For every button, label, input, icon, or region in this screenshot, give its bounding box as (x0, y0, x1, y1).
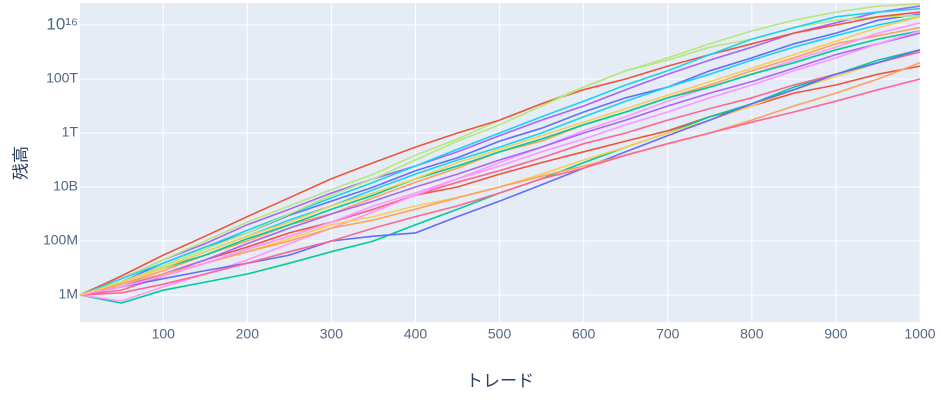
series-line (79, 7, 921, 296)
series-line (79, 61, 921, 296)
x-tick-label: 700 (656, 326, 680, 342)
x-tick-label: 400 (404, 326, 428, 342)
series-line (79, 11, 921, 296)
series-line (79, 65, 921, 296)
x-axis-title: トレード (466, 371, 534, 390)
x-tick-label: 100 (152, 326, 176, 342)
series-line (79, 16, 921, 296)
series-line (79, 3, 921, 296)
y-tick-label: 10B (53, 178, 78, 194)
series-line (79, 13, 921, 296)
x-tick-label: 300 (320, 326, 344, 342)
series-line (79, 30, 921, 296)
series-line (79, 5, 921, 296)
series-line (79, 78, 921, 296)
series-line (79, 30, 921, 296)
x-tick-label: 900 (824, 326, 848, 342)
x-tick-label: 500 (488, 326, 512, 342)
y-tick-label: 100M (43, 232, 78, 248)
y-tick-label: 10¹⁶ (46, 14, 78, 33)
x-tick-label: 200 (236, 326, 260, 342)
x-tick-label: 600 (572, 326, 596, 342)
lines (79, 3, 921, 304)
series-line (79, 22, 921, 302)
labels: 100 200 300 400 500 600 700 800 900 1000 1M 100M 10B… (43, 14, 936, 341)
series-line (79, 49, 921, 296)
series-line (79, 32, 921, 296)
y-tick-label: 1M (59, 286, 78, 302)
x-tick-label: 1000 (904, 326, 935, 342)
y-tick-label: 100T (46, 70, 78, 86)
y-axis-title: 残高 (11, 146, 30, 180)
x-tick-label: 800 (740, 326, 764, 342)
y-tick-label: 1T (62, 124, 79, 140)
